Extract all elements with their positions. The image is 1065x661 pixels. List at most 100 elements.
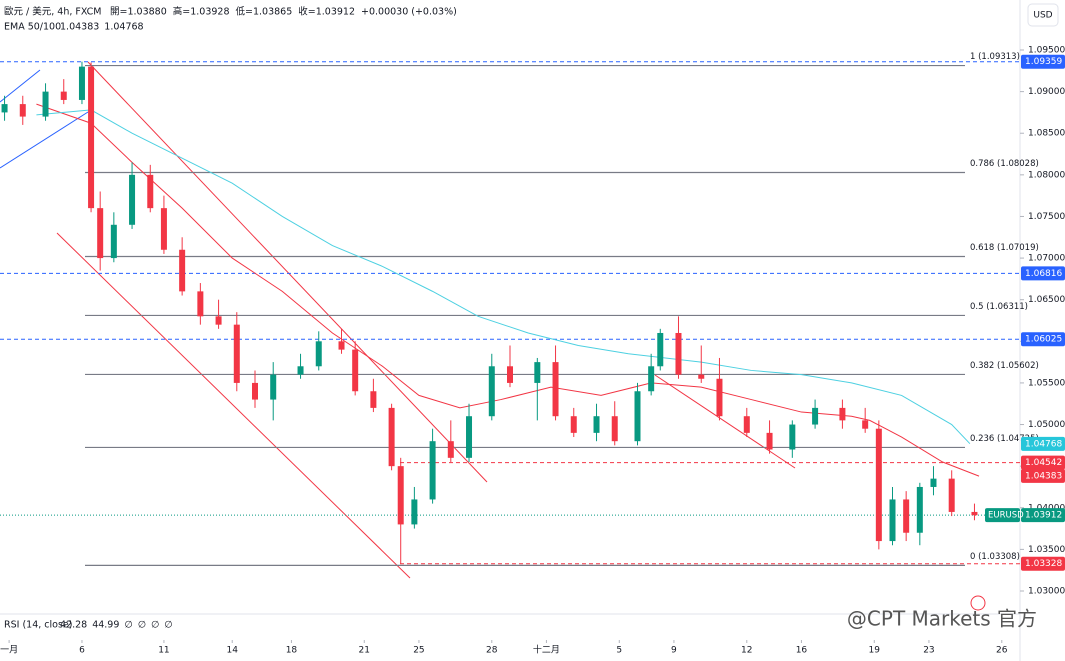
- price-label: 1.03912: [1025, 511, 1062, 521]
- ema-line: [36, 109, 971, 445]
- y-tick-label: 1.05000: [1028, 420, 1065, 430]
- x-tick-label: 5: [616, 646, 622, 656]
- y-tick-label: 1.07500: [1028, 212, 1065, 222]
- candle-body: [110, 224, 117, 259]
- symbol-title: 歐元 / 美元, 4h, FXCM: [4, 6, 102, 18]
- candle-body: [507, 366, 513, 383]
- price-label-box: [1021, 332, 1065, 347]
- price-label: 1.06025: [1025, 335, 1062, 345]
- fib-label: 0.786 (1.08028): [970, 159, 1039, 169]
- y-tick-label: 1.07000: [1028, 254, 1065, 264]
- candle-body: [466, 416, 473, 458]
- candle-body: [388, 407, 395, 467]
- trendlines: [0, 61, 796, 579]
- ema-value: 1.04768: [104, 22, 143, 33]
- x-tick-label: 11: [158, 646, 169, 656]
- candle-body: [411, 499, 418, 525]
- price-label-box: [1021, 468, 1065, 483]
- ohlc-value: 低=1.03865: [236, 6, 293, 18]
- candle-body: [160, 208, 167, 250]
- candle-body: [634, 391, 641, 442]
- candle-body: [1, 104, 8, 113]
- candle-body: [338, 341, 345, 350]
- x-tick-label: 6: [79, 646, 85, 656]
- trendline: [0, 69, 41, 103]
- y-tick-label: 1.03000: [1028, 587, 1065, 597]
- candle-body: [570, 416, 577, 433]
- trendline: [654, 374, 796, 469]
- ema-line: [36, 103, 980, 477]
- symbol-tag: EURUSD: [988, 511, 1024, 521]
- candle-body: [488, 366, 495, 417]
- candle-body: [197, 291, 204, 317]
- candle-body: [916, 486, 923, 533]
- candle-body: [789, 424, 796, 450]
- candle-body: [42, 91, 49, 117]
- candle-body: [215, 316, 222, 325]
- currency[interactable]: USD: [1033, 11, 1052, 21]
- plot: 1 (1.09313) 0.786 (1.08028) 0.618 (1.07019…: [0, 49, 1039, 643]
- price-label-box: [1021, 266, 1065, 281]
- candle-body: [352, 349, 359, 392]
- price-label: 1.04542: [1025, 458, 1062, 468]
- price-label: 1.09359: [1025, 57, 1062, 67]
- currency-button[interactable]: [1027, 3, 1059, 27]
- x-tick-label: 25: [413, 646, 424, 656]
- candle-body: [233, 324, 240, 383]
- fib-label: 0.618 (1.07019): [970, 243, 1039, 253]
- price-label-box: [1021, 54, 1065, 69]
- candle-body: [252, 382, 258, 400]
- candle-body: [534, 362, 541, 383]
- x-tick-label: 21: [359, 646, 370, 656]
- candle-body: [971, 511, 978, 516]
- candle-body: [552, 362, 559, 417]
- candle-body: [78, 66, 85, 100]
- x-tick-label: 18: [286, 646, 298, 656]
- alert-icon[interactable]: [970, 595, 986, 611]
- candle-body: [429, 441, 436, 500]
- price-label: 1.04383: [1025, 471, 1062, 481]
- candle-body: [88, 66, 95, 209]
- rsi-value: 44.99: [92, 620, 119, 631]
- x-tick-label: 28: [486, 646, 498, 656]
- price-label: 1.04768: [1025, 439, 1062, 449]
- watermark: @CPT Markets 官方: [847, 607, 1037, 631]
- rsi-value: ∅: [164, 620, 172, 631]
- y-tick-label: 1.09000: [1028, 87, 1065, 97]
- x-tick-label: 14: [227, 646, 239, 656]
- y-tick-label: 1.05500: [1028, 378, 1065, 388]
- candle-body: [315, 341, 322, 367]
- x-tick-label: 16: [796, 646, 808, 656]
- candle-body: [370, 391, 377, 408]
- rsi-label: RSI (14, close): [4, 620, 72, 631]
- candle-body: [930, 478, 937, 487]
- fib-label: 0.236 (1.04725): [970, 434, 1039, 444]
- x-tick-label: 19: [869, 646, 881, 656]
- candle-body: [129, 174, 136, 225]
- candle-body: [862, 420, 869, 429]
- fib-label: 1 (1.09313): [970, 52, 1020, 62]
- candle-body: [875, 428, 882, 542]
- rsi-value: ∅: [124, 620, 132, 631]
- y-tick-label: 1.06500: [1028, 295, 1065, 305]
- ohlc-value: +0.00030 (+0.03%): [361, 7, 457, 18]
- fib-label: 0.5 (1.06311): [970, 302, 1028, 312]
- ema-label: EMA 50/100: [4, 22, 61, 33]
- price-label: 1.06816: [1025, 269, 1062, 279]
- candle-body: [593, 416, 600, 433]
- rsi-value: 42.28: [60, 620, 87, 631]
- price-label-box: [1021, 556, 1065, 571]
- candle-body: [270, 374, 277, 400]
- y-tick-label: 1.08500: [1028, 129, 1065, 139]
- rsi-value: ∅: [151, 620, 159, 631]
- candle-body: [297, 366, 304, 375]
- x-tick-label: 23: [923, 646, 934, 656]
- trendline: [87, 61, 488, 483]
- candle-body: [889, 499, 896, 542]
- candle-body: [19, 104, 26, 117]
- fib-label: 0 (1.03308): [970, 552, 1020, 562]
- candle-body: [675, 332, 682, 375]
- candle-body: [611, 416, 618, 442]
